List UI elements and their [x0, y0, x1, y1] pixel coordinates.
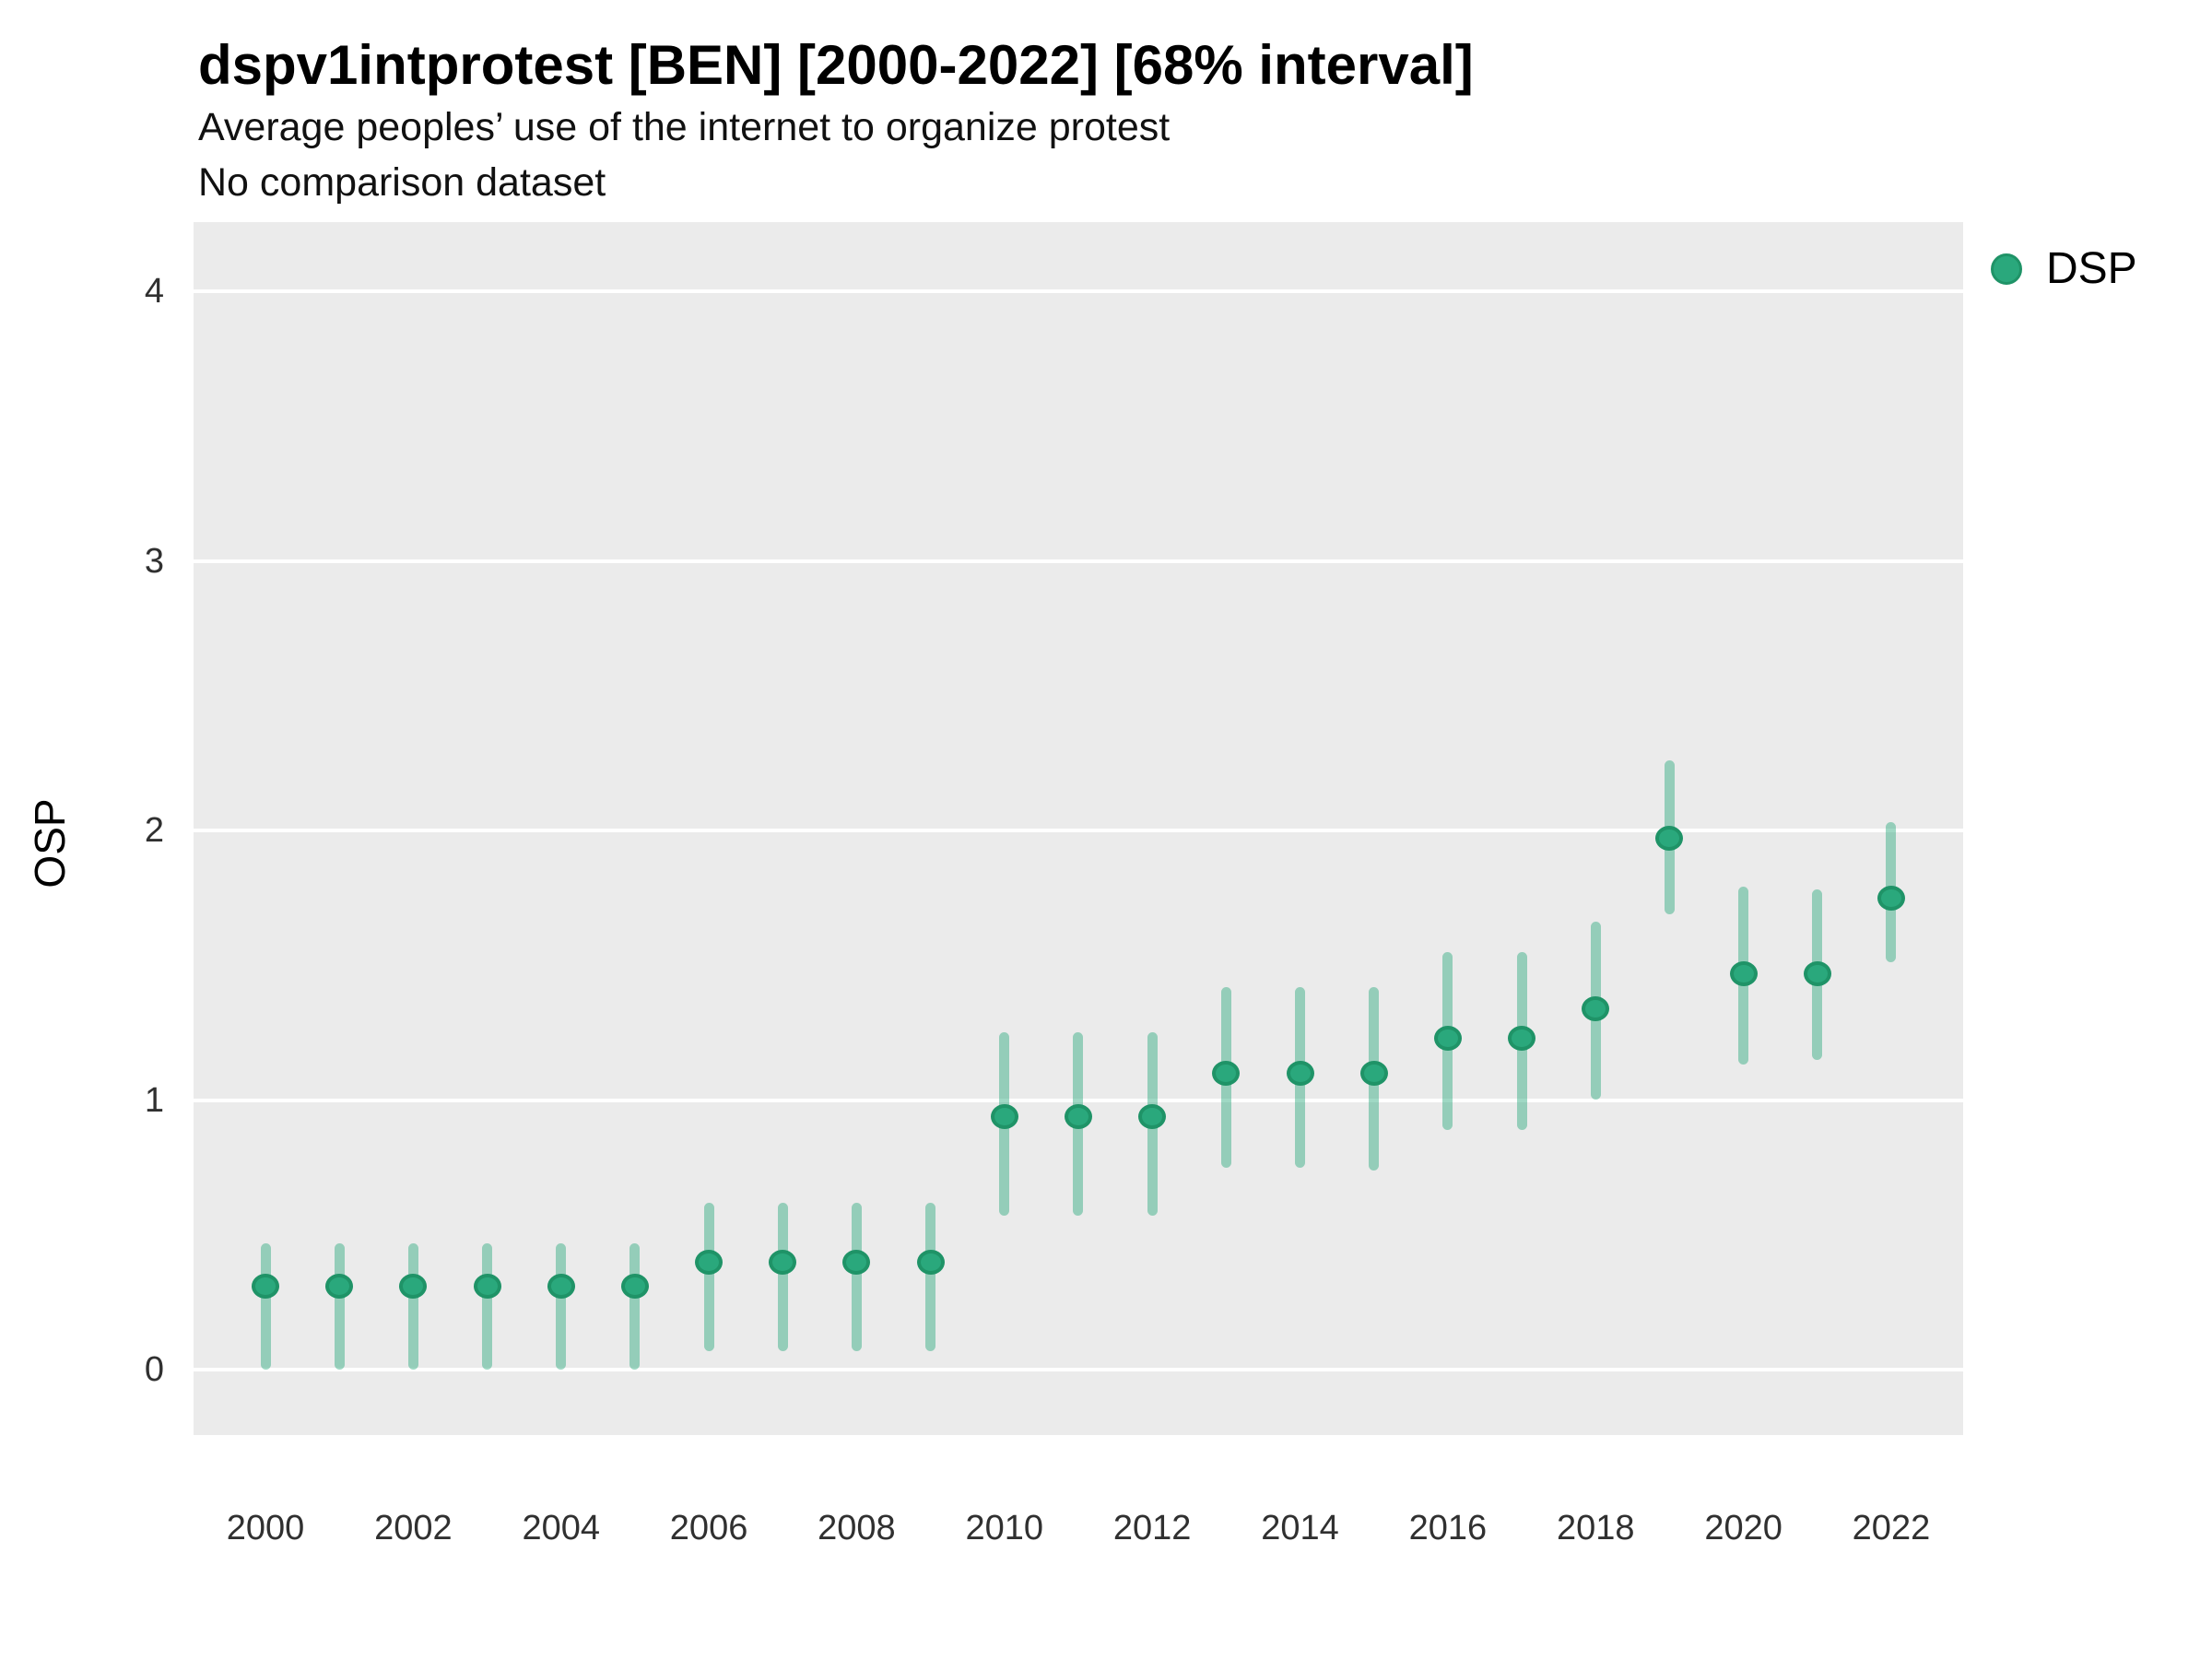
data-point-2020 [1729, 960, 1758, 986]
chart-subtitle-line2: No comparison dataset [198, 160, 606, 205]
error-bar-2004 [556, 1242, 567, 1370]
x-tick-label-2020: 2020 [1704, 1509, 1783, 1547]
x-tick-label-2016: 2016 [1408, 1509, 1488, 1547]
plot-panel [194, 222, 1963, 1435]
data-point-2005 [620, 1273, 649, 1299]
data-point-2001 [325, 1273, 354, 1299]
error-bar-2001 [334, 1242, 345, 1370]
x-tick-label-2014: 2014 [1261, 1509, 1339, 1547]
error-bar-2006 [703, 1202, 714, 1351]
gridline-y-1 [194, 1098, 1963, 1102]
data-point-2002 [399, 1273, 428, 1299]
y-axis-title: OSP [26, 798, 74, 888]
data-point-2011 [1064, 1103, 1092, 1129]
error-bar-2008 [851, 1202, 862, 1351]
data-point-2003 [473, 1273, 501, 1299]
gridline-y-3 [194, 559, 1963, 563]
chart-title: dspv1intprotest [BEN] [2000-2022] [68% i… [198, 34, 1474, 96]
data-point-2012 [1138, 1103, 1167, 1129]
error-bar-2002 [407, 1242, 418, 1370]
data-point-2008 [842, 1249, 871, 1275]
y-tick-label-3: 3 [144, 541, 164, 581]
legend: DSP [1991, 247, 2137, 291]
data-point-2014 [1286, 1060, 1314, 1086]
data-point-2007 [769, 1249, 797, 1275]
x-tick-label-2004: 2004 [522, 1509, 600, 1547]
error-bar-2009 [925, 1202, 936, 1351]
x-tick-label-2002: 2002 [374, 1509, 453, 1547]
data-point-2015 [1359, 1060, 1388, 1086]
chart-subtitle-line1: Average peoples’ use of the internet to … [198, 105, 1171, 149]
x-tick-label-2022: 2022 [1852, 1509, 1931, 1547]
x-tick-label-2000: 2000 [226, 1509, 305, 1547]
data-point-2019 [1655, 826, 1684, 852]
gridline-y-4 [194, 289, 1963, 293]
data-point-2004 [547, 1273, 575, 1299]
y-tick-label-4: 4 [144, 272, 164, 311]
error-bar-2003 [482, 1242, 493, 1370]
data-point-2018 [1582, 995, 1610, 1021]
x-tick-label-2008: 2008 [818, 1509, 896, 1547]
data-point-2017 [1508, 1025, 1536, 1051]
data-point-2013 [1212, 1060, 1241, 1086]
gridline-y-2 [194, 829, 1963, 832]
data-point-2006 [695, 1249, 724, 1275]
error-bar-2005 [629, 1242, 641, 1370]
y-tick-label-0: 0 [144, 1350, 164, 1389]
error-bar-2007 [777, 1202, 788, 1351]
data-point-2021 [1803, 960, 1831, 986]
legend-circle-icon [1991, 253, 2022, 285]
data-point-2022 [1877, 885, 1905, 911]
gridline-y-0 [194, 1368, 1963, 1371]
y-tick-label-2: 2 [144, 811, 164, 850]
x-tick-label-2010: 2010 [965, 1509, 1044, 1547]
x-tick-label-2018: 2018 [1556, 1509, 1635, 1547]
error-bar-2000 [260, 1242, 271, 1370]
y-tick-label-1: 1 [144, 1080, 164, 1120]
data-point-2000 [252, 1273, 279, 1299]
data-point-2009 [916, 1249, 945, 1275]
x-tick-label-2012: 2012 [1112, 1509, 1192, 1547]
x-tick-label-2006: 2006 [669, 1509, 748, 1547]
data-point-2016 [1433, 1025, 1462, 1051]
legend-series-label: DSP [2046, 244, 2137, 293]
data-point-2010 [990, 1103, 1018, 1129]
